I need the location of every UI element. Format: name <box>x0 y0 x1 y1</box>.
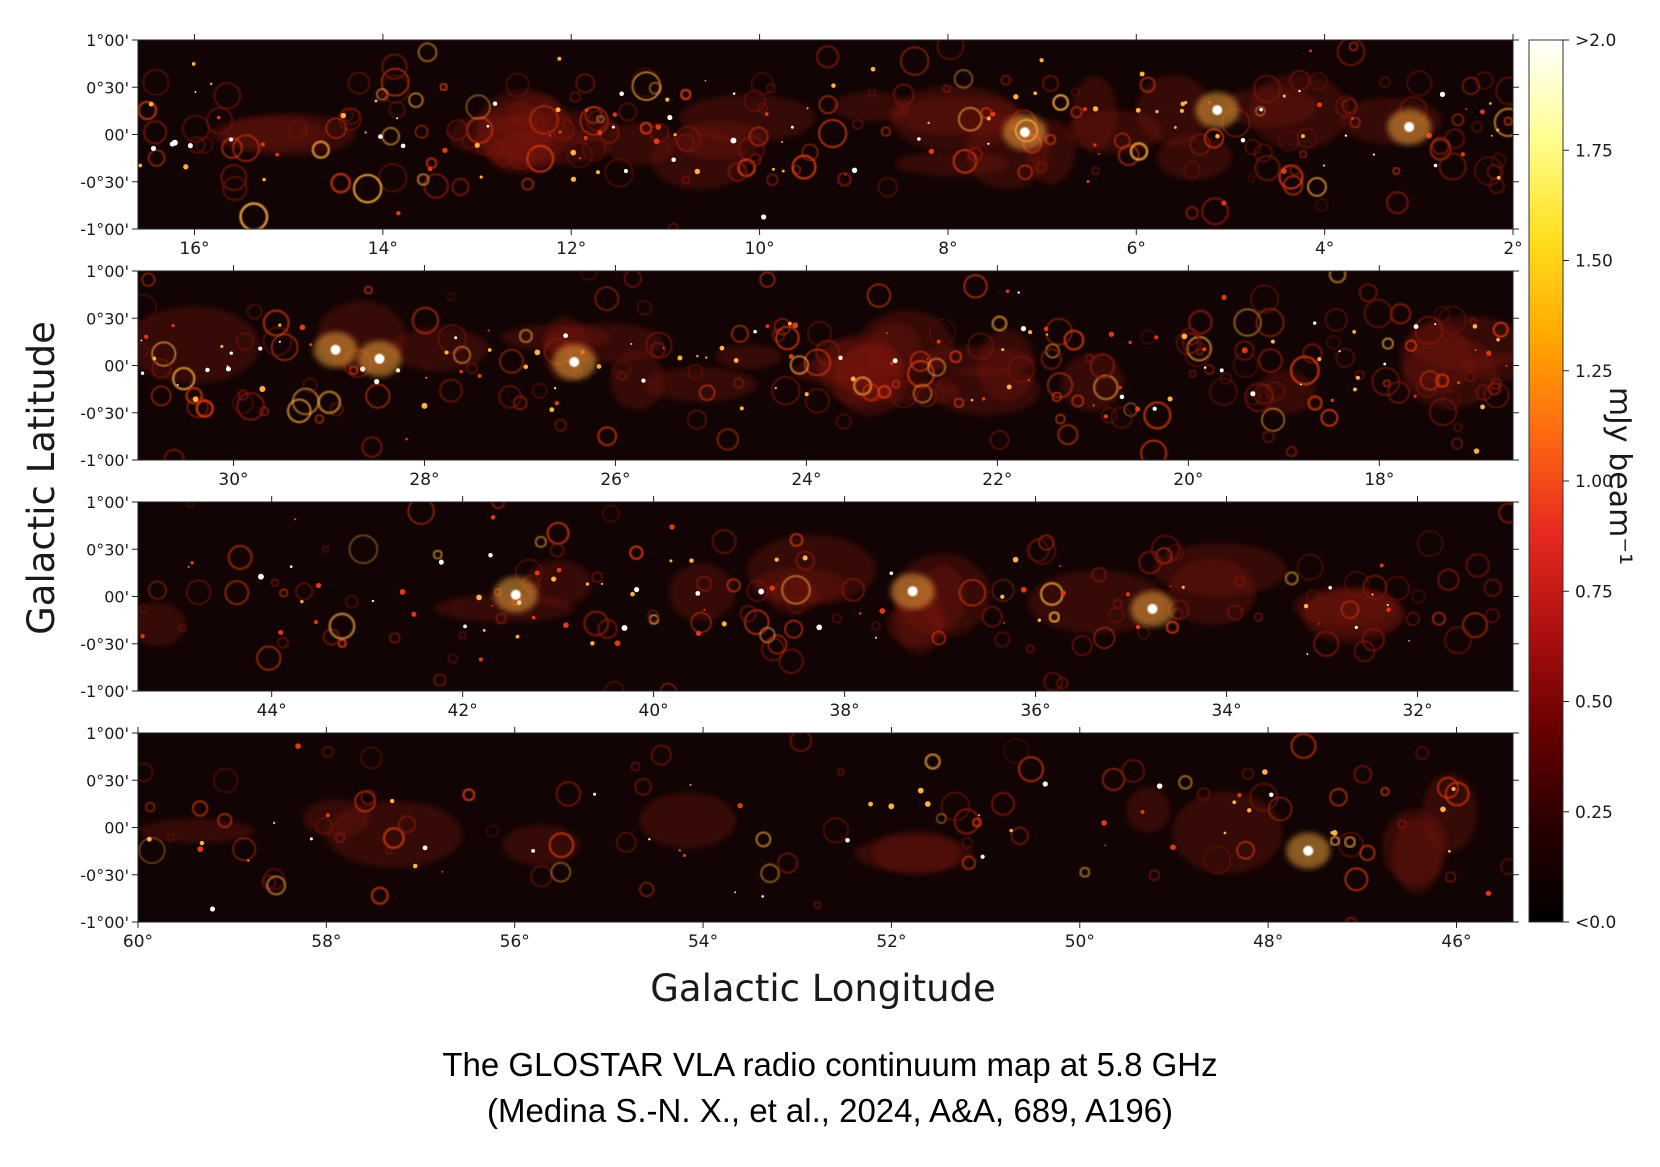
panel-3: 1°00' 0°30' 00' -0°30' -1°00' 44° 42° 40° 38° 36°… <box>80 493 1519 721</box>
colorbar-tick-label: 1.50 <box>1575 252 1613 272</box>
caption-line-2: (Medina S.-N. X., et al., 2024, A&A, 689… <box>486 1092 1174 1129</box>
y-axis-title: Galactic Latitude <box>20 321 63 635</box>
lat-tick-label: 0°30' <box>86 309 129 328</box>
colorbar-tick-label: 0.25 <box>1575 803 1613 823</box>
lon-tick-label: 28° <box>409 470 439 490</box>
lat-tick-label: 00' <box>104 126 129 145</box>
lon-tick-label: 14° <box>368 239 398 259</box>
colorbar-tick-label: 0.50 <box>1575 693 1613 713</box>
emission <box>138 271 1513 460</box>
colorbar-tick-label: 1.75 <box>1575 141 1613 161</box>
emission <box>138 40 1513 229</box>
lon-tick-label: 38° <box>830 701 860 721</box>
lon-tick-label: 30° <box>218 470 248 490</box>
lon-tick-label: 52° <box>876 932 906 952</box>
lon-tick-label: 34° <box>1211 701 1241 721</box>
colorbar-gradient <box>1528 39 1564 923</box>
lat-tick-label: 1°00' <box>86 262 129 281</box>
lon-tick-label: 12° <box>556 239 586 259</box>
emission <box>138 733 1513 922</box>
lat-tick-label: -1°00' <box>80 451 129 470</box>
colorbar-ticks: >2.0 1.75 1.50 1.25 1.00 0.75 0.50 0.25 <0.0 <box>1563 31 1616 933</box>
lon-tick-label: 44° <box>257 701 287 721</box>
colorbar: >2.0 1.75 1.50 1.25 1.00 0.75 0.50 0.25 <0.0 mJy… <box>1528 31 1637 933</box>
x-axis-title: Galactic Longitude <box>650 967 996 1010</box>
lon-tick-label: 48° <box>1253 932 1283 952</box>
emission <box>138 502 1513 691</box>
lat-tick-label: 1°00' <box>86 493 129 512</box>
lon-tick-label: 46° <box>1441 932 1471 952</box>
lon-tick-label: 24° <box>791 470 821 490</box>
lon-tick-label: 10° <box>745 239 775 259</box>
lon-tick-label: 54° <box>688 932 718 952</box>
lat-tick-label: 0°30' <box>86 771 129 790</box>
lon-tick-label: 18° <box>1364 470 1394 490</box>
lat-tick-label: 0°30' <box>86 540 129 559</box>
lat-tick-label: 1°00' <box>86 724 129 743</box>
lon-tick-label: 40° <box>639 701 669 721</box>
lat-tick-label: -1°00' <box>80 220 129 239</box>
lon-tick-label: 58° <box>311 932 341 952</box>
lat-tick-label: 0°30' <box>86 78 129 97</box>
lon-tick-label: 42° <box>448 701 478 721</box>
lon-tick-label: 60° <box>123 932 153 952</box>
colorbar-tick-label: 0.75 <box>1575 582 1613 602</box>
lat-tick-label: -0°30' <box>80 866 129 885</box>
lon-tick-label: 8° <box>938 239 957 259</box>
lat-tick-label: 00' <box>104 357 129 376</box>
lon-tick-label: 20° <box>1173 470 1203 490</box>
lat-tick-label: -0°30' <box>80 173 129 192</box>
colorbar-label: mJy beam⁻¹ <box>1602 387 1637 565</box>
panel-4: 1°00' 0°30' 00' -0°30' -1°00'60° 58° 56° 54° 52°… <box>80 724 1519 952</box>
lon-tick-label: 4° <box>1315 239 1334 259</box>
map-panels: 1°00' 0°30' 00' -0°30' -1°00' 16° 14° 12° 10° 8° 6… <box>80 31 1522 952</box>
lon-tick-label: 22° <box>982 470 1012 490</box>
lon-tick-label: 50° <box>1065 932 1095 952</box>
lat-tick-label: 1°00' <box>86 31 129 50</box>
lon-tick-label: 36° <box>1020 701 1050 721</box>
lon-tick-label: 6° <box>1127 239 1146 259</box>
lon-tick-label: 56° <box>500 932 530 952</box>
lat-tick-label: 00' <box>104 819 129 838</box>
lat-tick-label: 00' <box>104 588 129 607</box>
lat-tick-label: -0°30' <box>80 404 129 423</box>
colorbar-tick-label: 1.00 <box>1575 472 1613 492</box>
lon-tick-label: 16° <box>179 239 209 259</box>
lon-tick-label: 2° <box>1503 239 1522 259</box>
lat-tick-label: -0°30' <box>80 635 129 654</box>
lat-tick-label: -1°00' <box>80 682 129 701</box>
colorbar-tick-label: <0.0 <box>1575 913 1616 933</box>
colorbar-tick-label: 1.25 <box>1575 362 1613 382</box>
lon-tick-label: 26° <box>600 470 630 490</box>
caption-line-1: The GLOSTAR VLA radio continuum map at 5… <box>442 1046 1218 1083</box>
colorbar-tick-label: >2.0 <box>1575 31 1616 51</box>
panel-2: 1°00' 0°30' 00' -0°30' -1°00' 30° 28° 26° 24° 22°… <box>80 262 1519 490</box>
lon-tick-label: 32° <box>1402 701 1432 721</box>
panel-1: 1°00' 0°30' 00' -0°30' -1°00' 16° 14° 12° 10° 8° 6… <box>80 31 1522 259</box>
lat-tick-label: -1°00' <box>80 913 129 932</box>
